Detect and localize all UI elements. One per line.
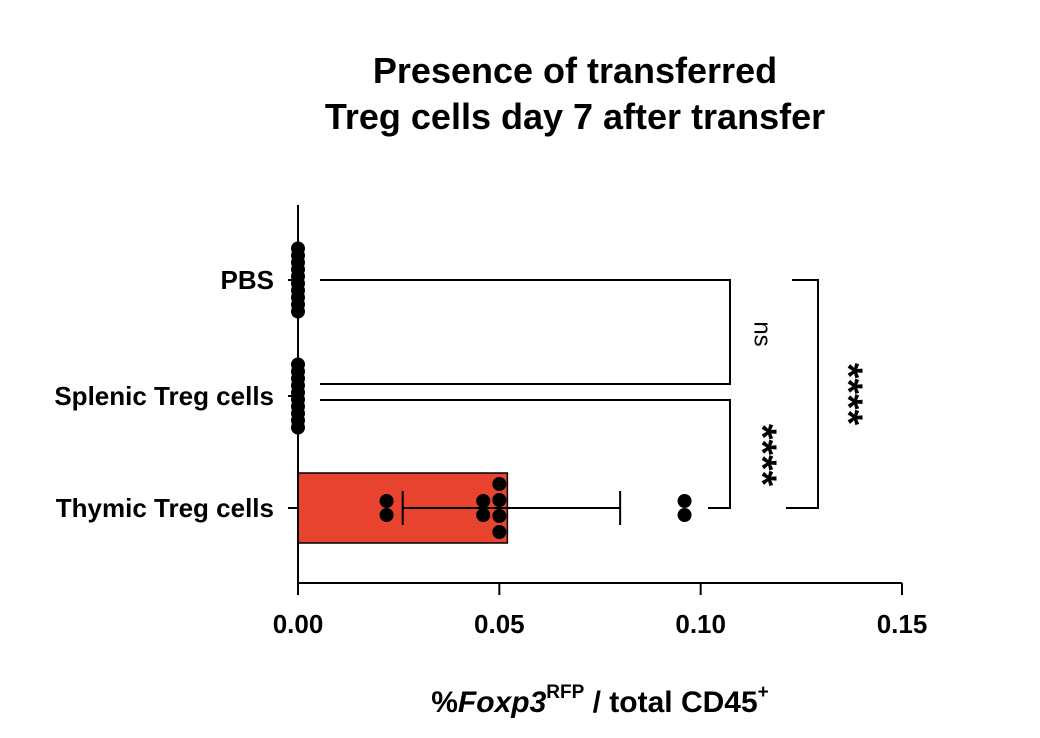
data-point-0-9	[291, 304, 305, 319]
data-point-2-4	[492, 477, 507, 491]
x-tick-label-2: 0.10	[675, 609, 726, 639]
significance-bracket-1	[320, 399, 731, 509]
data-point-1-9	[291, 420, 305, 435]
significance-label-1: ****	[740, 424, 784, 487]
x-axis-label-part-0: %	[431, 686, 458, 719]
significance-label-2: ****	[826, 363, 870, 426]
significance-label-0: ns	[749, 321, 776, 346]
x-tick-label-0: 0.00	[273, 609, 324, 639]
x-tick-label-1: 0.05	[474, 609, 525, 639]
data-point-2-9	[677, 508, 692, 522]
data-point-2-1	[379, 508, 394, 522]
x-axis-label-part-1: Foxp3	[458, 686, 547, 719]
y-tick-label-1: Splenic Treg cells	[54, 381, 274, 411]
significance-bracket-2	[786, 279, 819, 509]
y-tick-label-2: Thymic Treg cells	[56, 493, 274, 523]
significance-bracket-0	[320, 279, 731, 385]
x-axis-label-part-2: RFP	[546, 682, 584, 703]
chart-title: Presence of transferred Treg cells day 7…	[0, 48, 1040, 140]
chart-title-line-1: Presence of transferred	[372, 50, 778, 91]
data-point-2-8	[677, 494, 692, 508]
data-point-2-0	[379, 494, 394, 508]
chart-title-line-2: Treg cells day 7 after transfer	[324, 96, 826, 137]
x-axis-label-part-4: +	[758, 682, 769, 703]
data-point-2-3	[476, 508, 491, 522]
data-point-2-7	[492, 525, 507, 539]
y-tick-label-0: PBS	[221, 265, 274, 295]
x-axis-label: %Foxp3RFP / total CD45+	[431, 682, 769, 719]
x-axis-label-part-3: / total CD45	[584, 686, 757, 719]
data-point-2-5	[492, 493, 507, 507]
data-point-2-6	[492, 509, 507, 523]
x-tick-label-3: 0.15	[877, 609, 928, 639]
data-point-2-2	[476, 494, 491, 508]
